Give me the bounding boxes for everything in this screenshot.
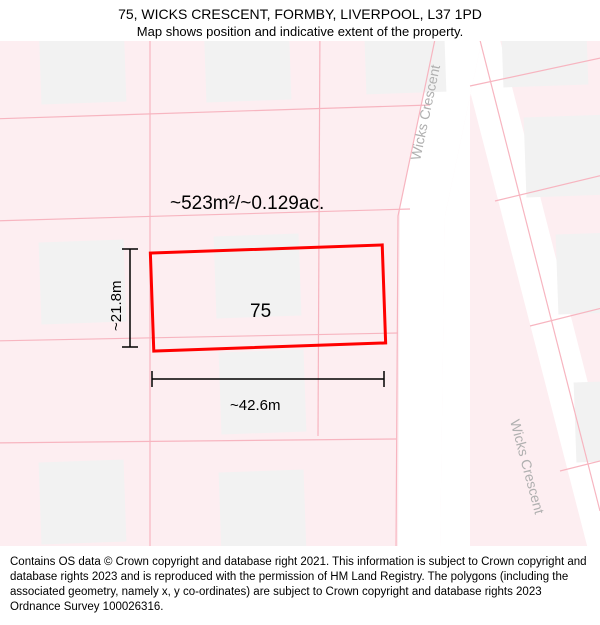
page-title: 75, WICKS CRESCENT, FORMBY, LIVERPOOL, L… [10, 6, 590, 22]
page-container: 75, WICKS CRESCENT, FORMBY, LIVERPOOL, L… [0, 0, 600, 625]
building [204, 41, 292, 102]
page-subtitle: Map shows position and indicative extent… [10, 24, 590, 39]
building [39, 460, 127, 545]
building [501, 41, 589, 87]
building [219, 470, 307, 546]
plot-number-label: 75 [250, 301, 271, 323]
map-svg: Wicks CrescentWicks Crescent [0, 41, 600, 546]
building [39, 41, 127, 104]
header: 75, WICKS CRESCENT, FORMBY, LIVERPOOL, L… [0, 0, 600, 41]
map-area: Wicks CrescentWicks Crescent ~523m²/~0.1… [0, 41, 600, 548]
area-label: ~523m²/~0.129ac. [170, 193, 324, 215]
width-dimension-label: ~42.6m [230, 397, 280, 414]
building [556, 232, 600, 315]
footer-attribution: Contains OS data © Crown copyright and d… [0, 548, 600, 625]
height-dimension-label: ~21.8m [108, 281, 125, 331]
building [219, 350, 307, 435]
